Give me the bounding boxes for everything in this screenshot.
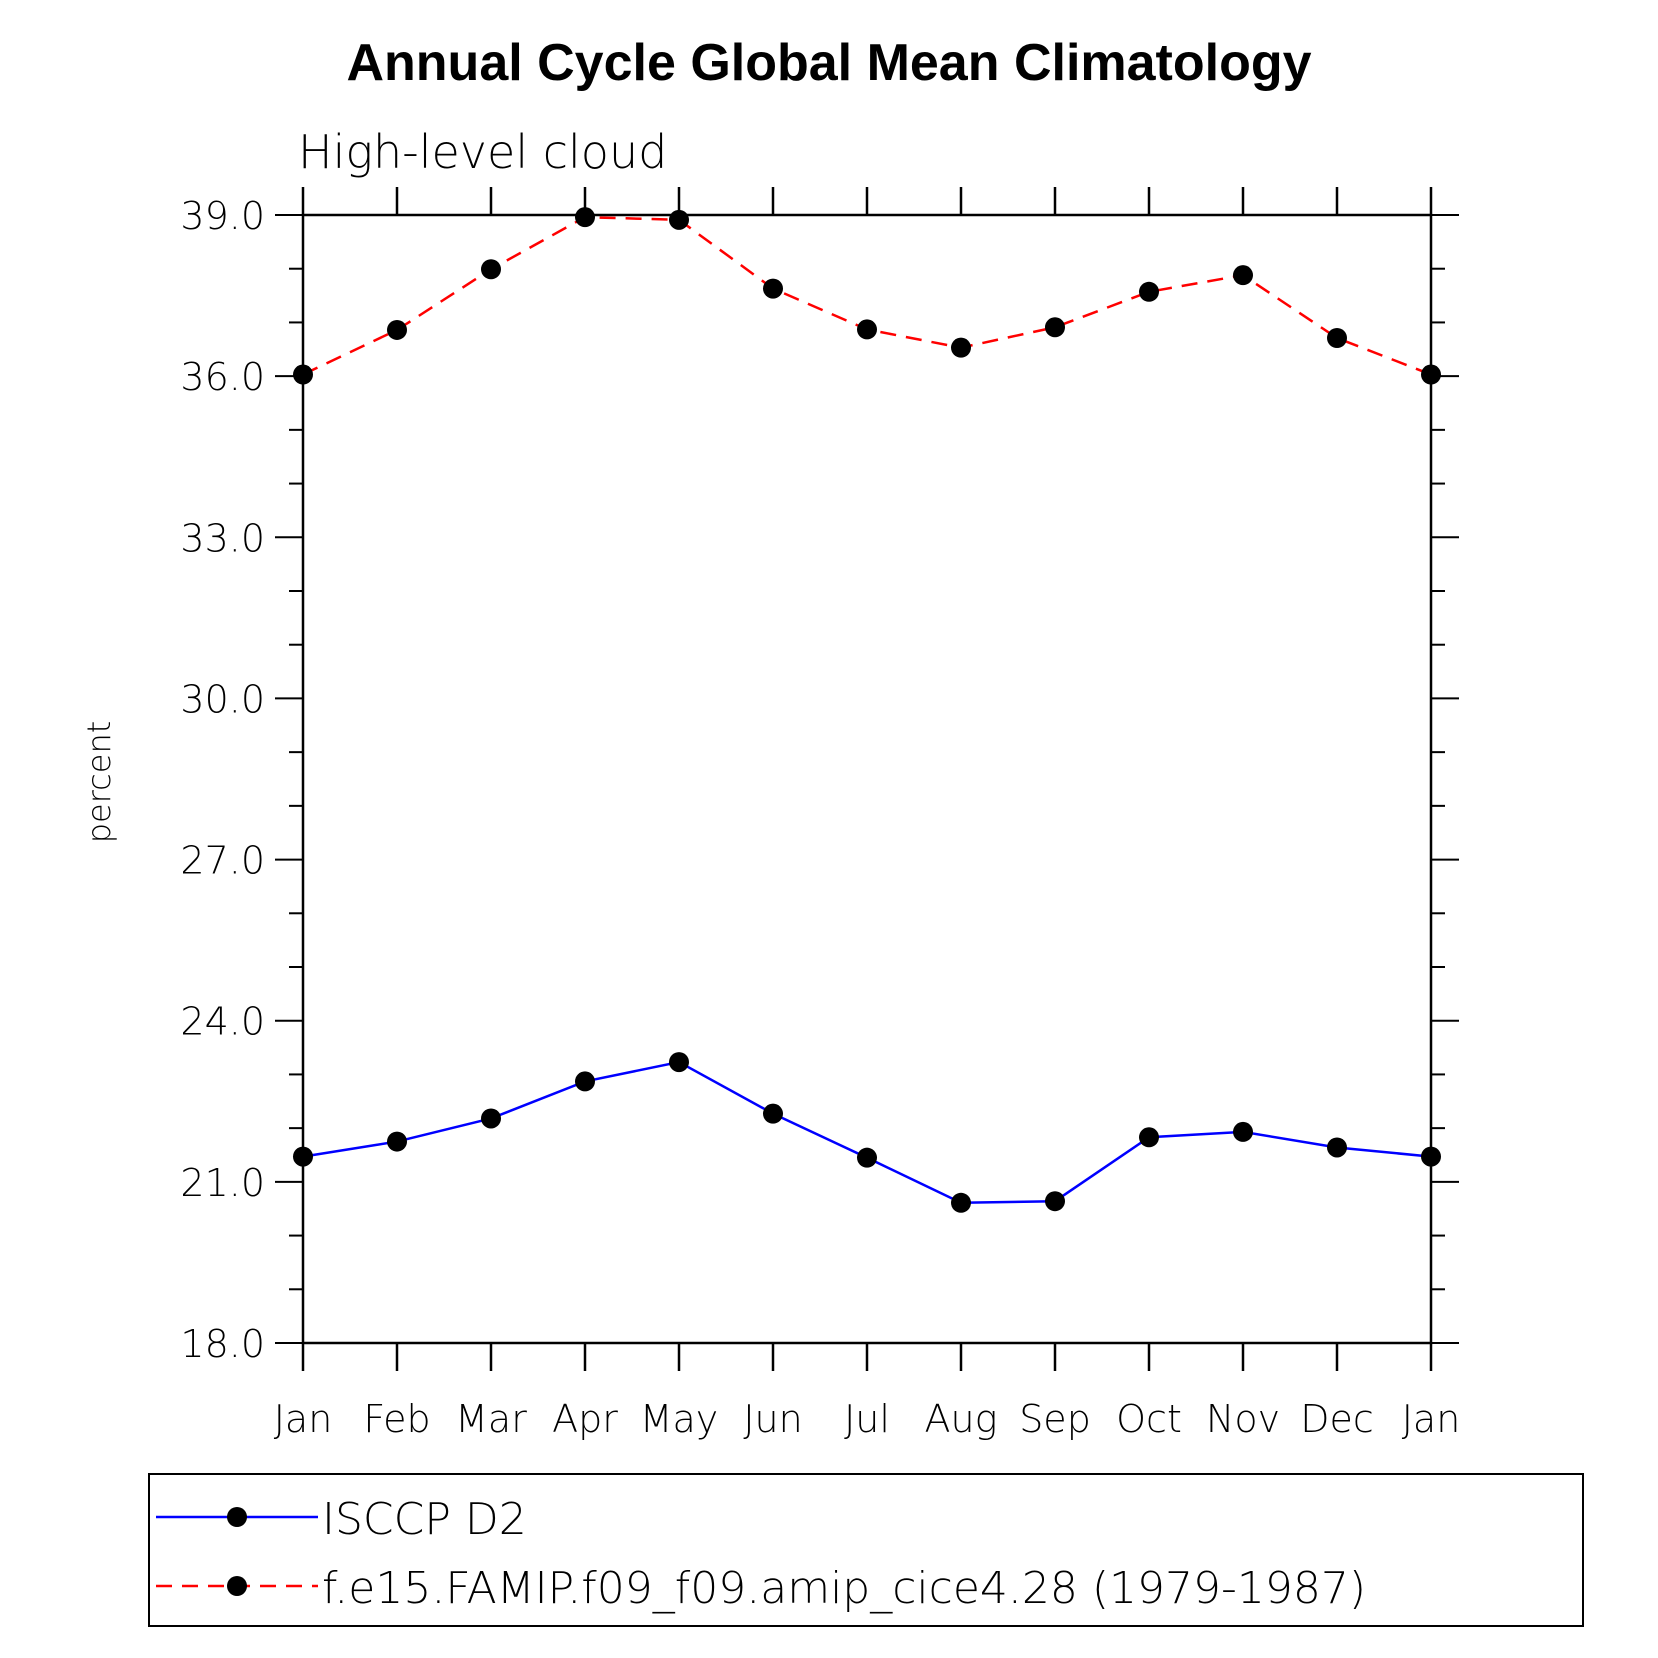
x-tick-label: Nov xyxy=(1206,1397,1280,1441)
x-tick-labels: Jan Feb Mar Apr May Jun Jul Aug Sep Oct Nov Dec Jan xyxy=(274,1397,1461,1441)
data-point xyxy=(1139,281,1159,302)
chart-title: Annual Cycle Global Mean Climatology xyxy=(346,34,1311,92)
data-point xyxy=(575,207,595,228)
data-point xyxy=(763,278,783,299)
y-tick-label: 36.0 xyxy=(180,355,265,399)
data-point xyxy=(763,1103,783,1124)
y-tick-labels: 18.0 21.0 24.0 27.0 30.0 33.0 36.0 39.0 xyxy=(180,194,265,1366)
data-point xyxy=(669,1052,689,1073)
data-point xyxy=(857,319,877,340)
data-point xyxy=(481,259,501,280)
axis-ticks xyxy=(275,187,1459,1371)
y-tick-label: 27.0 xyxy=(180,839,265,883)
x-tick-label: Sep xyxy=(1019,1397,1091,1441)
x-tick-label: Apr xyxy=(552,1397,618,1441)
x-tick-label: Mar xyxy=(455,1397,527,1441)
series-layer xyxy=(293,207,1441,1213)
data-point xyxy=(1327,1137,1347,1158)
y-axis-label: percent xyxy=(80,721,118,844)
data-point xyxy=(1233,265,1253,286)
data-point xyxy=(481,1108,501,1129)
data-point xyxy=(1139,1127,1159,1148)
legend-label-isccp: ISCCP D2 xyxy=(322,1494,527,1545)
data-point xyxy=(1233,1121,1253,1142)
data-point xyxy=(951,337,971,358)
data-point xyxy=(951,1192,971,1213)
y-tick-label: 21.0 xyxy=(180,1161,265,1205)
legend: ISCCP D2 f.e15.FAMIP.f09_f09.amip_cice4.… xyxy=(148,1473,1584,1627)
x-tick-label: Jan xyxy=(1402,1397,1461,1441)
legend-marker-isccp xyxy=(227,1507,247,1527)
data-point xyxy=(1327,328,1347,349)
x-tick-label: Aug xyxy=(925,1397,998,1441)
series-line-0 xyxy=(302,1060,1432,1205)
data-point xyxy=(387,1131,407,1152)
x-tick-label: Jul xyxy=(844,1397,890,1441)
x-tick-label: Jun xyxy=(743,1397,802,1441)
legend-marker-model xyxy=(227,1576,247,1596)
chart-subtitle: High-level cloud xyxy=(298,125,667,179)
y-tick-label: 18.0 xyxy=(180,1322,265,1366)
y-tick-label: 24.0 xyxy=(180,1000,265,1044)
series-line-1 xyxy=(302,215,1432,376)
y-tick-label: 30.0 xyxy=(180,677,265,721)
data-point xyxy=(387,319,407,340)
legend-label-model: f.e15.FAMIP.f09_f09.amip_cice4.28 (1979-… xyxy=(322,1563,1366,1614)
y-tick-label: 33.0 xyxy=(180,516,265,560)
x-tick-label: Jan xyxy=(274,1397,333,1441)
data-point xyxy=(857,1147,877,1168)
x-tick-label: Dec xyxy=(1300,1397,1374,1441)
data-point xyxy=(575,1071,595,1092)
data-point xyxy=(1045,317,1065,338)
data-point xyxy=(1045,1191,1065,1212)
plot-frame xyxy=(301,213,1433,1345)
y-tick-label: 39.0 xyxy=(180,194,265,238)
legend-box xyxy=(148,1473,1584,1627)
x-tick-label: May xyxy=(640,1397,719,1441)
x-tick-label: Feb xyxy=(363,1397,430,1441)
data-point xyxy=(669,209,689,230)
x-tick-label: Oct xyxy=(1116,1397,1182,1441)
